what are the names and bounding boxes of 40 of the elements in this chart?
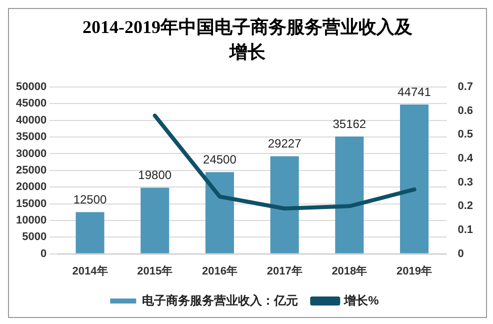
y-tick-label: 40000	[16, 114, 47, 126]
bar	[140, 188, 170, 254]
x-tick-label: 2018年	[332, 264, 368, 278]
y-tick-label: 30000	[16, 148, 47, 160]
data-label: 24500	[203, 152, 237, 166]
legend-label: 电子商务服务营业收入：亿元	[142, 293, 298, 308]
y-tick-label: 25000	[16, 164, 47, 176]
y2-tick-label: 0	[458, 248, 464, 260]
legend-label: 增长%	[343, 293, 380, 308]
data-label: 19800	[138, 168, 172, 182]
bar	[400, 104, 429, 254]
y-tick-label: 35000	[16, 131, 47, 144]
x-tick-label: 2016年	[202, 264, 238, 278]
y-tick-label: 15000	[16, 198, 47, 210]
data-label: 44741	[398, 84, 432, 99]
y-tick-label: 20000	[16, 181, 47, 194]
y-tick-label: 5000	[22, 231, 47, 244]
data-label: 29227	[268, 136, 302, 151]
bar	[76, 212, 104, 254]
y2-tick-label: 0.1	[458, 224, 474, 236]
y-tick-label: 10000	[16, 214, 47, 226]
x-tick-label: 2017年	[266, 264, 302, 278]
y2-tick-label: 0.4	[458, 152, 474, 165]
x-tick-label: 2019年	[396, 264, 432, 278]
bar	[270, 156, 299, 254]
y-tick-label: 0	[40, 248, 47, 260]
x-tick-label: 2015年	[137, 264, 173, 278]
y2-tick-label: 0.6	[458, 104, 474, 117]
y2-tick-label: 0.3	[458, 176, 474, 188]
chart-title: 2014-2019年中国电子商务服务营业收入及增长	[82, 16, 414, 64]
data-label: 35162	[332, 116, 366, 131]
bar	[335, 136, 364, 254]
y2-tick-label: 0.2	[458, 200, 474, 212]
y2-tick-label: 0.7	[458, 81, 474, 94]
x-tick-label: 2014年	[72, 264, 108, 278]
y-tick-label: 45000	[16, 98, 47, 110]
y-tick-label: 50000	[16, 81, 47, 94]
data-label: 12500	[73, 192, 108, 206]
y2-tick-label: 0.5	[458, 128, 474, 141]
bar	[205, 172, 234, 254]
